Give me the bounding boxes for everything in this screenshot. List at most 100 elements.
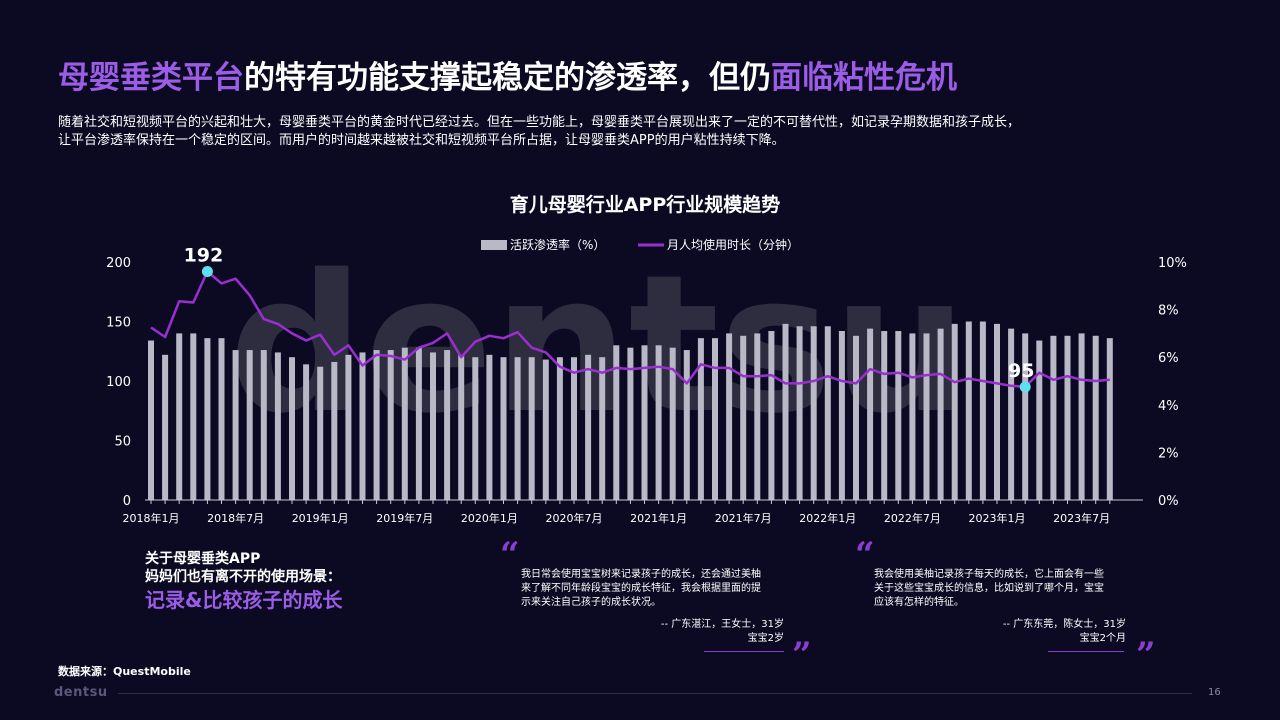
penetration-bar — [401, 347, 408, 500]
y-right-tick-label: 4% — [1158, 399, 1179, 414]
x-tick-label: 2019年1月 — [292, 511, 349, 525]
title-highlight-2: 面临粘性危机 — [771, 60, 957, 96]
intro-paragraph: 随着社交和短视频平台的兴起和壮大，母婴垂类平台的黄金时代已经过去。但在一些功能上… — [58, 114, 1228, 150]
penetration-bar — [246, 350, 253, 500]
penetration-bar — [740, 335, 747, 500]
penetration-bar — [218, 338, 225, 500]
penetration-bar — [867, 328, 874, 500]
penetration-bar — [726, 333, 733, 500]
x-tick-label: 2022年1月 — [799, 511, 856, 525]
penetration-bar — [345, 354, 352, 500]
penetration-bar — [810, 326, 817, 500]
legend-bar-swatch — [481, 240, 507, 250]
title-highlight-1: 母婴垂类平台 — [58, 60, 244, 96]
scene-line-1: 关于母婴垂类APP — [145, 551, 261, 567]
highlight-point — [201, 266, 213, 278]
penetration-bar — [458, 354, 465, 500]
penetration-bar — [176, 333, 183, 500]
penetration-bar — [1050, 335, 1057, 500]
penetration-bar — [274, 352, 281, 500]
y-right-tick-label: 6% — [1158, 351, 1179, 366]
quote-line: 示来关注自己孩子的成长状况。 — [521, 597, 661, 608]
penetration-bar — [824, 326, 831, 500]
penetration-bar — [1036, 340, 1043, 500]
y-left-tick-label: 100 — [106, 375, 131, 390]
penetration-bar — [712, 338, 718, 500]
penetration-bar — [613, 345, 620, 500]
penetration-bar — [951, 323, 958, 500]
highlight-point — [1019, 381, 1031, 393]
penetration-bar — [387, 350, 394, 500]
x-tick-label: 2023年1月 — [969, 511, 1026, 525]
penetration-bar — [627, 347, 634, 500]
penetration-bar — [556, 357, 563, 500]
penetration-bar — [1106, 338, 1113, 500]
legend-bar-label: 活跃渗透率（%） — [510, 237, 605, 252]
x-tick-label: 2021年7月 — [715, 511, 772, 525]
y-right-tick-label: 8% — [1158, 304, 1179, 319]
penetration-bar — [190, 333, 197, 500]
penetration-bar — [965, 321, 972, 500]
penetration-bar — [923, 333, 930, 500]
penetration-bar — [585, 354, 592, 500]
penetration-bar — [148, 340, 154, 500]
penetration-bar — [500, 357, 507, 500]
penetration-bar — [655, 345, 662, 500]
penetration-bar — [204, 338, 211, 500]
y-left-tick-label: 200 — [106, 256, 131, 271]
penetration-bar — [303, 364, 310, 500]
penetration-bar — [979, 321, 986, 500]
penetration-bar — [754, 333, 761, 500]
quote-line: 来了解不同年龄段宝宝的成长特征，我会根据里面的提 — [521, 583, 761, 594]
penetration-bar — [331, 361, 338, 500]
penetration-bar — [415, 347, 422, 500]
quote-2-attribution: -- 广东东莞，陈女士，31岁 宝宝2个月 — [940, 618, 1126, 646]
x-tick-label: 2021年1月 — [630, 511, 687, 525]
quote-attr-line: -- 广东东莞，陈女士，31岁 — [1002, 619, 1126, 630]
penetration-bar — [683, 350, 690, 500]
x-tick-label: 2020年1月 — [461, 511, 518, 525]
penetration-bar — [486, 354, 493, 500]
x-tick-label: 2020年7月 — [546, 511, 603, 525]
penetration-bar — [669, 347, 676, 500]
page-title: 母婴垂类平台的特有功能支撑起稳定的渗透率，但仍面临粘性危机 — [58, 52, 957, 97]
penetration-bar — [472, 357, 479, 500]
penetration-bar — [542, 359, 549, 500]
scene-highlight: 记录&比较孩子的成长 — [145, 588, 343, 612]
quote-line: 关于这些宝宝成长的信息，比如说到了哪个月，宝宝 — [874, 583, 1104, 594]
penetration-bar — [289, 357, 295, 500]
penetration-bar — [937, 328, 944, 500]
penetration-bar — [232, 350, 239, 500]
quote-line: 应该有怎样的特征。 — [874, 597, 964, 608]
intro-line: 让平台渗透率保持在一个稳定的区间。而用户的时间越来越被社交和短视频平台所占据，让… — [58, 133, 785, 148]
quote-1-text: 我日常会使用宝宝树来记录孩子的成长，还会通过美柚 来了解不同年龄段宝宝的成长特征… — [521, 568, 761, 610]
quote-attr-line: -- 广东湛江，王女士，31岁 — [660, 619, 784, 630]
penetration-bar — [373, 350, 380, 500]
penetration-bar — [317, 366, 324, 500]
penetration-bar — [782, 323, 789, 500]
penetration-bar — [895, 331, 902, 500]
open-quote-icon: “ — [500, 535, 520, 575]
intro-line: 随着社交和短视频平台的兴起和壮大，母婴垂类平台的黄金时代已经过去。但在一些功能上… — [58, 115, 1021, 130]
penetration-bar — [260, 350, 267, 500]
penetration-bar — [571, 357, 577, 500]
penetration-bar — [514, 357, 521, 500]
page-number: 16 — [1208, 687, 1221, 698]
penetration-bar — [1078, 333, 1085, 500]
penetration-bar — [1092, 335, 1099, 500]
penetration-bar — [853, 335, 859, 500]
penetration-bar — [994, 323, 1000, 500]
close-quote-icon: ” — [792, 635, 812, 675]
legend-line-label: 月人均使用时长（分钟） — [667, 237, 799, 252]
penetration-bar — [881, 331, 888, 500]
penetration-bar — [528, 357, 535, 500]
title-middle: 的特有功能支撑起稳定的渗透率，但仍 — [244, 60, 771, 96]
y-right-tick-label: 2% — [1158, 446, 1179, 461]
dentsu-logo: dentsu — [54, 685, 108, 700]
quote-1-underline — [704, 651, 784, 652]
usage-scene-callout: 关于母婴垂类APP 妈妈们也有离不开的使用场景： 记录&比较孩子的成长 — [145, 550, 342, 614]
penetration-bar — [359, 352, 366, 500]
footer-divider — [118, 693, 1192, 694]
scene-line-2: 妈妈们也有离不开的使用场景： — [145, 569, 341, 585]
